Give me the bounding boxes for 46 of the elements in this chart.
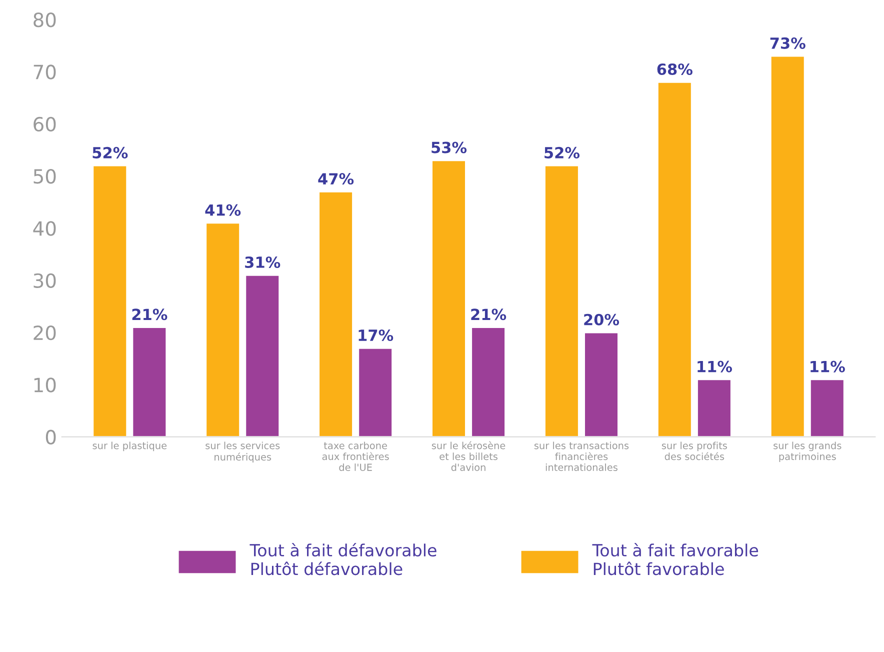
data-label: 11% bbox=[698, 360, 732, 372]
data-label: 41% bbox=[205, 204, 241, 216]
data-label: 68% bbox=[657, 63, 692, 76]
x-tick-label: taxe carbone aux frontières de l'UE bbox=[322, 442, 389, 471]
x-tick-label: sur le kérosène et les billets d'avion bbox=[432, 441, 506, 471]
data-label: 52% bbox=[92, 146, 128, 158]
y-tick-label: 30 bbox=[34, 273, 56, 288]
x-tick-label: sur les profits des sociétés bbox=[662, 442, 727, 460]
y-tick-label: 60 bbox=[34, 116, 56, 132]
y-tick-label: 20 bbox=[34, 325, 56, 340]
bar bbox=[358, 347, 393, 437]
bar bbox=[770, 55, 806, 437]
data-label: 73% bbox=[770, 37, 806, 49]
bar bbox=[544, 164, 580, 437]
data-label: 21% bbox=[132, 308, 168, 320]
data-label: 47% bbox=[318, 173, 354, 185]
y-tick-label: 0 bbox=[46, 430, 56, 445]
bar bbox=[696, 378, 732, 437]
y-tick-label: 50 bbox=[34, 168, 56, 184]
data-label: 11% bbox=[810, 360, 845, 372]
y-tick-label: 70 bbox=[34, 64, 56, 80]
x-tick-label: sur les services numériques bbox=[206, 442, 280, 462]
bar bbox=[431, 160, 466, 437]
bar bbox=[810, 378, 845, 437]
data-label: 52% bbox=[544, 146, 580, 158]
data-label: 53% bbox=[432, 142, 467, 154]
bar bbox=[584, 332, 619, 437]
bar bbox=[244, 274, 280, 437]
y-tick-label: 40 bbox=[33, 221, 56, 236]
bar bbox=[318, 190, 354, 437]
bar bbox=[470, 326, 506, 437]
legend-label: Tout à fait défavorable Plutôt défavorable bbox=[250, 542, 436, 576]
x-tick-label: sur les transactions financières internationales bbox=[534, 442, 629, 471]
data-label: 31% bbox=[245, 256, 280, 268]
x-tick-label: sur les grands patrimoines bbox=[774, 442, 842, 462]
bar bbox=[92, 164, 128, 437]
y-tick-label: 80 bbox=[34, 12, 56, 28]
bar bbox=[657, 81, 692, 437]
y-tick-label: 10 bbox=[34, 378, 56, 392]
data-label: 21% bbox=[471, 308, 506, 320]
bar bbox=[132, 326, 168, 437]
x-tick-label: sur le plastique bbox=[92, 442, 167, 452]
legend-label: Tout à fait favorable Plutôt favorable bbox=[592, 542, 758, 576]
data-label: 20% bbox=[584, 314, 620, 326]
data-label: 17% bbox=[358, 329, 394, 342]
bar bbox=[205, 222, 240, 437]
